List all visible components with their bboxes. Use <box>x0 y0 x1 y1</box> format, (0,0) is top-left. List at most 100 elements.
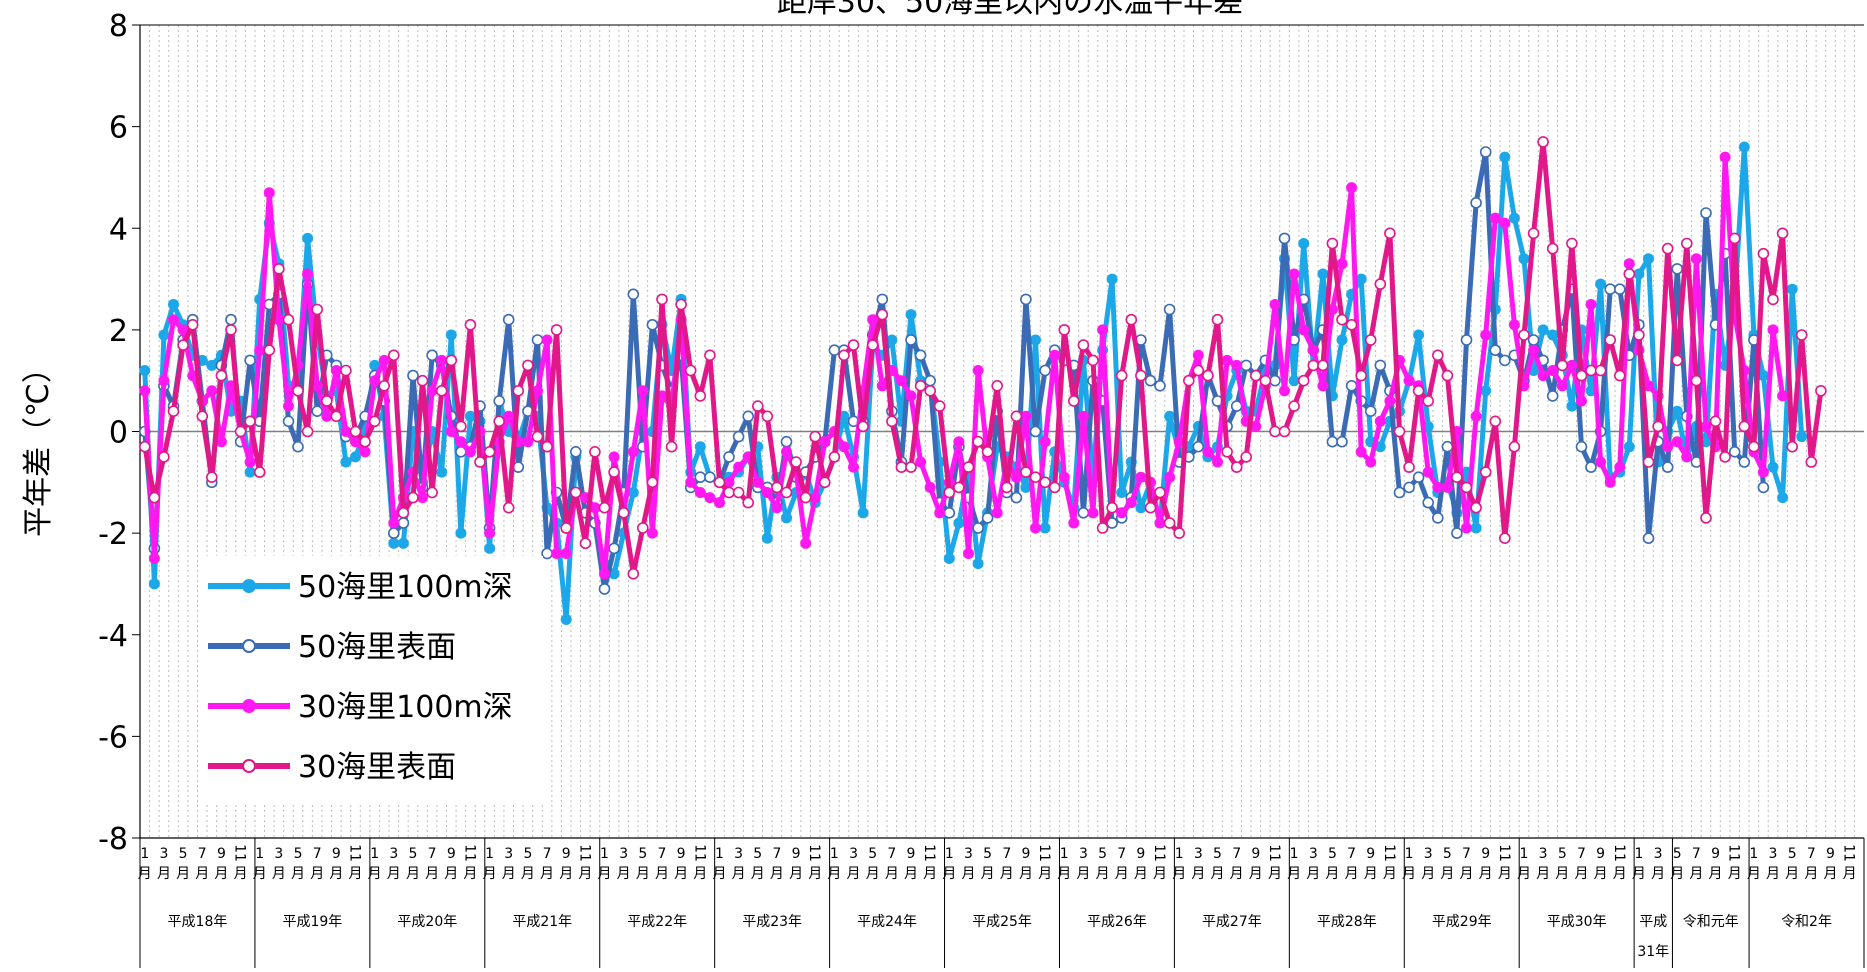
data-point <box>1020 466 1032 478</box>
data-point <box>1231 359 1243 371</box>
legend-swatch-marker <box>242 639 256 653</box>
x-month-number: 11 <box>461 844 477 862</box>
data-point <box>407 369 419 382</box>
data-point <box>378 379 391 392</box>
x-month-suffix: 月 <box>1057 866 1071 882</box>
year-group-label: 平成21年 <box>512 914 572 930</box>
x-month-suffix: 月 <box>214 866 228 882</box>
data-point <box>704 492 716 504</box>
x-month-suffix: 月 <box>866 866 880 882</box>
data-point <box>1115 369 1128 382</box>
x-month-suffix: 月 <box>157 866 171 882</box>
data-point <box>761 410 774 423</box>
data-point <box>1135 471 1147 483</box>
data-point <box>1317 359 1329 372</box>
x-month-suffix: 月 <box>1230 866 1244 882</box>
data-point <box>1297 374 1310 387</box>
data-point <box>771 481 783 494</box>
x-month-suffix: 月 <box>674 866 688 882</box>
data-point <box>1125 313 1138 326</box>
x-month-suffix: 月 <box>789 866 803 882</box>
data-point <box>1403 481 1415 494</box>
x-month-suffix: 月 <box>1134 866 1148 882</box>
data-point <box>1279 385 1290 397</box>
data-point <box>1030 334 1041 346</box>
data-point <box>637 385 649 397</box>
data-point <box>1585 299 1597 310</box>
x-month-number: 1 <box>1634 846 1643 862</box>
data-point <box>1154 486 1166 499</box>
data-point <box>781 446 792 458</box>
data-point <box>426 385 438 397</box>
x-month-number: 9 <box>1711 846 1720 862</box>
x-month-suffix: 月 <box>234 866 248 882</box>
data-point <box>608 466 620 478</box>
data-point <box>1528 344 1540 356</box>
x-month-suffix: 月 <box>1479 866 1493 882</box>
data-point <box>311 303 324 316</box>
year-group-label: 平成 <box>1639 914 1667 930</box>
x-month-number: 9 <box>562 846 571 862</box>
data-point <box>991 379 1004 392</box>
data-point <box>1777 390 1789 402</box>
data-point <box>1384 395 1396 407</box>
x-month-suffix: 月 <box>1402 866 1416 882</box>
data-point <box>1700 512 1712 524</box>
data-point <box>1317 380 1329 392</box>
data-point <box>522 436 534 448</box>
data-point <box>1489 415 1502 428</box>
data-point <box>876 293 889 306</box>
data-point <box>340 364 352 377</box>
x-month-number: 5 <box>294 846 303 862</box>
data-point <box>1508 212 1520 224</box>
data-point <box>1058 471 1070 483</box>
data-point <box>148 553 160 564</box>
x-month-number: 1 <box>255 846 264 862</box>
data-point <box>569 486 582 499</box>
data-point <box>781 512 792 524</box>
data-point <box>292 384 304 397</box>
data-point <box>1786 440 1798 453</box>
x-month-number: 1 <box>945 846 954 862</box>
data-point <box>972 558 984 570</box>
x-month-suffix: 月 <box>617 866 631 882</box>
data-point <box>263 187 275 199</box>
data-point <box>800 537 812 549</box>
data-point <box>598 501 611 514</box>
x-month-suffix: 月 <box>942 866 956 882</box>
data-point <box>1326 435 1339 448</box>
data-point <box>1259 374 1272 387</box>
data-point <box>1096 522 1109 534</box>
x-month-number: 5 <box>753 846 762 862</box>
x-month-number: 9 <box>217 846 226 862</box>
x-month-number: 5 <box>983 846 992 862</box>
x-month-suffix: 月 <box>1574 866 1588 882</box>
x-month-suffix: 月 <box>961 866 975 882</box>
data-point <box>1355 273 1367 285</box>
year-group-label: 平成23年 <box>742 914 802 930</box>
data-point <box>158 329 170 341</box>
data-point <box>1614 283 1626 296</box>
data-point <box>589 445 601 458</box>
data-point <box>311 405 324 418</box>
y-tick-label: 4 <box>109 212 128 247</box>
x-month-number: 1 <box>1749 846 1758 862</box>
data-point <box>502 501 515 514</box>
x-month-suffix: 月 <box>176 866 190 882</box>
data-point <box>387 527 400 539</box>
data-point <box>732 430 745 443</box>
data-point <box>1374 359 1387 372</box>
x-month-number: 1 <box>1175 846 1184 862</box>
x-month-suffix: 月 <box>981 866 995 882</box>
data-point <box>1566 400 1578 412</box>
data-point <box>1364 334 1377 346</box>
data-point <box>1662 441 1674 453</box>
x-month-number: 9 <box>1251 846 1260 862</box>
x-month-suffix: 月 <box>1249 866 1263 882</box>
x-month-number: 7 <box>1462 846 1471 862</box>
data-point <box>1230 400 1243 412</box>
x-month-suffix: 月 <box>1728 866 1742 882</box>
data-point <box>244 415 256 428</box>
data-point <box>445 329 457 341</box>
data-point <box>435 384 448 397</box>
